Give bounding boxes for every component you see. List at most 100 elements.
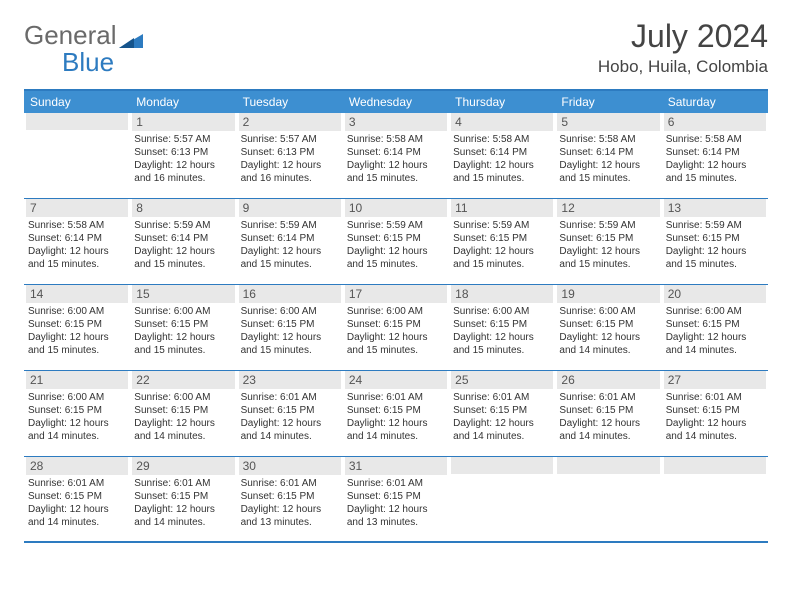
sunset-line: Sunset: 6:14 PM bbox=[666, 146, 764, 159]
calendar-day bbox=[24, 113, 130, 198]
day-number: 2 bbox=[239, 113, 341, 131]
calendar-week: 7Sunrise: 5:58 AMSunset: 6:14 PMDaylight… bbox=[24, 199, 768, 285]
day-number: 5 bbox=[557, 113, 659, 131]
day-number: 19 bbox=[557, 285, 659, 303]
day-number: 4 bbox=[451, 113, 553, 131]
day-info: Sunrise: 5:59 AMSunset: 6:15 PMDaylight:… bbox=[451, 219, 553, 275]
sunrise-line: Sunrise: 6:00 AM bbox=[241, 305, 339, 318]
daylight-line: Daylight: 12 hours and 15 minutes. bbox=[134, 245, 232, 271]
sunset-line: Sunset: 6:14 PM bbox=[453, 146, 551, 159]
calendar-day: 12 Sunrise: 5:59 AMSunset: 6:15 PMDayligh… bbox=[555, 199, 661, 284]
sunset-line: Sunset: 6:15 PM bbox=[453, 232, 551, 245]
day-info: Sunrise: 6:01 AMSunset: 6:15 PMDaylight:… bbox=[345, 477, 447, 533]
day-number: 9 bbox=[239, 199, 341, 217]
day-info: Sunrise: 5:58 AMSunset: 6:14 PMDaylight:… bbox=[345, 133, 447, 189]
sunrise-line: Sunrise: 5:58 AM bbox=[347, 133, 445, 146]
sunset-line: Sunset: 6:15 PM bbox=[559, 404, 657, 417]
day-of-week-row: SundayMondayTuesdayWednesdayThursdayFrid… bbox=[24, 91, 768, 113]
calendar-day: 9 Sunrise: 5:59 AMSunset: 6:14 PMDaylight… bbox=[237, 199, 343, 284]
calendar-day: 21Sunrise: 6:00 AMSunset: 6:15 PMDayligh… bbox=[24, 371, 130, 456]
daylight-line: Daylight: 12 hours and 14 minutes. bbox=[28, 417, 126, 443]
day-info: Sunrise: 6:00 AMSunset: 6:15 PMDaylight:… bbox=[132, 305, 234, 361]
day-info: Sunrise: 5:59 AMSunset: 6:14 PMDaylight:… bbox=[132, 219, 234, 275]
day-info: Sunrise: 6:00 AMSunset: 6:15 PMDaylight:… bbox=[132, 391, 234, 447]
calendar-day: 13Sunrise: 5:59 AMSunset: 6:15 PMDayligh… bbox=[662, 199, 768, 284]
day-info: Sunrise: 6:00 AMSunset: 6:15 PMDaylight:… bbox=[664, 305, 766, 361]
daylight-line: Daylight: 12 hours and 15 minutes. bbox=[347, 159, 445, 185]
sunrise-line: Sunrise: 6:01 AM bbox=[347, 477, 445, 490]
sunset-line: Sunset: 6:15 PM bbox=[347, 232, 445, 245]
sunrise-line: Sunrise: 5:59 AM bbox=[453, 219, 551, 232]
day-of-week-header: Saturday bbox=[662, 91, 768, 113]
daylight-line: Daylight: 12 hours and 15 minutes. bbox=[559, 245, 657, 271]
sunset-line: Sunset: 6:15 PM bbox=[666, 318, 764, 331]
sunrise-line: Sunrise: 6:01 AM bbox=[241, 477, 339, 490]
daylight-line: Daylight: 12 hours and 13 minutes. bbox=[241, 503, 339, 529]
calendar-day: 7Sunrise: 5:58 AMSunset: 6:14 PMDaylight… bbox=[24, 199, 130, 284]
calendar-day: 24Sunrise: 6:01 AMSunset: 6:15 PMDayligh… bbox=[343, 371, 449, 456]
daylight-line: Daylight: 12 hours and 15 minutes. bbox=[453, 245, 551, 271]
day-number: 20 bbox=[664, 285, 766, 303]
day-info: Sunrise: 5:58 AMSunset: 6:14 PMDaylight:… bbox=[451, 133, 553, 189]
sunset-line: Sunset: 6:15 PM bbox=[241, 318, 339, 331]
daylight-line: Daylight: 12 hours and 14 minutes. bbox=[559, 417, 657, 443]
day-info: Sunrise: 6:01 AMSunset: 6:15 PMDaylight:… bbox=[239, 391, 341, 447]
calendar-day: 10Sunrise: 5:59 AMSunset: 6:15 PMDayligh… bbox=[343, 199, 449, 284]
sunrise-line: Sunrise: 6:01 AM bbox=[453, 391, 551, 404]
location: Hobo, Huila, Colombia bbox=[598, 57, 768, 77]
sunset-line: Sunset: 6:14 PM bbox=[28, 232, 126, 245]
sunrise-line: Sunrise: 6:00 AM bbox=[134, 391, 232, 404]
day-info: Sunrise: 5:59 AMSunset: 6:14 PMDaylight:… bbox=[239, 219, 341, 275]
sunrise-line: Sunrise: 6:01 AM bbox=[28, 477, 126, 490]
calendar-day: 16Sunrise: 6:00 AMSunset: 6:15 PMDayligh… bbox=[237, 285, 343, 370]
calendar-day: 26Sunrise: 6:01 AMSunset: 6:15 PMDayligh… bbox=[555, 371, 661, 456]
sunrise-line: Sunrise: 5:59 AM bbox=[347, 219, 445, 232]
day-of-week-header: Sunday bbox=[24, 91, 130, 113]
calendar-day: 29Sunrise: 6:01 AMSunset: 6:15 PMDayligh… bbox=[130, 457, 236, 541]
daylight-line: Daylight: 12 hours and 14 minutes. bbox=[666, 417, 764, 443]
sunrise-line: Sunrise: 5:57 AM bbox=[134, 133, 232, 146]
sunrise-line: Sunrise: 5:58 AM bbox=[453, 133, 551, 146]
daylight-line: Daylight: 12 hours and 14 minutes. bbox=[28, 503, 126, 529]
daylight-line: Daylight: 12 hours and 15 minutes. bbox=[241, 331, 339, 357]
sunrise-line: Sunrise: 6:00 AM bbox=[666, 305, 764, 318]
calendar-day: 18Sunrise: 6:00 AMSunset: 6:15 PMDayligh… bbox=[449, 285, 555, 370]
daylight-line: Daylight: 12 hours and 15 minutes. bbox=[347, 331, 445, 357]
sunset-line: Sunset: 6:15 PM bbox=[559, 318, 657, 331]
sunrise-line: Sunrise: 6:00 AM bbox=[559, 305, 657, 318]
daylight-line: Daylight: 12 hours and 15 minutes. bbox=[453, 159, 551, 185]
sunrise-line: Sunrise: 6:00 AM bbox=[28, 391, 126, 404]
sunset-line: Sunset: 6:15 PM bbox=[347, 318, 445, 331]
day-info: Sunrise: 6:00 AMSunset: 6:15 PMDaylight:… bbox=[26, 391, 128, 447]
calendar-day: 30Sunrise: 6:01 AMSunset: 6:15 PMDayligh… bbox=[237, 457, 343, 541]
day-info: Sunrise: 6:01 AMSunset: 6:15 PMDaylight:… bbox=[557, 391, 659, 447]
day-info: Sunrise: 6:00 AMSunset: 6:15 PMDaylight:… bbox=[451, 305, 553, 361]
day-number: 12 bbox=[557, 199, 659, 217]
calendar-day: 5Sunrise: 5:58 AMSunset: 6:14 PMDaylight… bbox=[555, 113, 661, 198]
day-of-week-header: Friday bbox=[555, 91, 661, 113]
day-info: Sunrise: 5:59 AMSunset: 6:15 PMDaylight:… bbox=[557, 219, 659, 275]
sunrise-line: Sunrise: 5:59 AM bbox=[134, 219, 232, 232]
calendar-day: 4 Sunrise: 5:58 AMSunset: 6:14 PMDaylight… bbox=[449, 113, 555, 198]
sunset-line: Sunset: 6:14 PM bbox=[241, 232, 339, 245]
sunrise-line: Sunrise: 5:59 AM bbox=[666, 219, 764, 232]
calendar-day: 31Sunrise: 6:01 AMSunset: 6:15 PMDayligh… bbox=[343, 457, 449, 541]
day-info: Sunrise: 5:57 AMSunset: 6:13 PMDaylight:… bbox=[132, 133, 234, 189]
calendar-day: 15Sunrise: 6:00 AMSunset: 6:15 PMDayligh… bbox=[130, 285, 236, 370]
day-of-week-header: Wednesday bbox=[343, 91, 449, 113]
day-number: 28 bbox=[26, 457, 128, 475]
daylight-line: Daylight: 12 hours and 14 minutes. bbox=[453, 417, 551, 443]
calendar-day: 22Sunrise: 6:00 AMSunset: 6:15 PMDayligh… bbox=[130, 371, 236, 456]
daylight-line: Daylight: 12 hours and 13 minutes. bbox=[347, 503, 445, 529]
sunset-line: Sunset: 6:15 PM bbox=[666, 232, 764, 245]
day-info: Sunrise: 6:01 AMSunset: 6:15 PMDaylight:… bbox=[451, 391, 553, 447]
sunrise-line: Sunrise: 5:59 AM bbox=[241, 219, 339, 232]
sunset-line: Sunset: 6:15 PM bbox=[453, 404, 551, 417]
sunset-line: Sunset: 6:15 PM bbox=[28, 404, 126, 417]
sunrise-line: Sunrise: 5:58 AM bbox=[28, 219, 126, 232]
day-info: Sunrise: 5:58 AMSunset: 6:14 PMDaylight:… bbox=[26, 219, 128, 275]
day-number: 25 bbox=[451, 371, 553, 389]
day-info: Sunrise: 6:01 AMSunset: 6:15 PMDaylight:… bbox=[239, 477, 341, 533]
sunset-line: Sunset: 6:15 PM bbox=[134, 318, 232, 331]
calendar-day: 28Sunrise: 6:01 AMSunset: 6:15 PMDayligh… bbox=[24, 457, 130, 541]
